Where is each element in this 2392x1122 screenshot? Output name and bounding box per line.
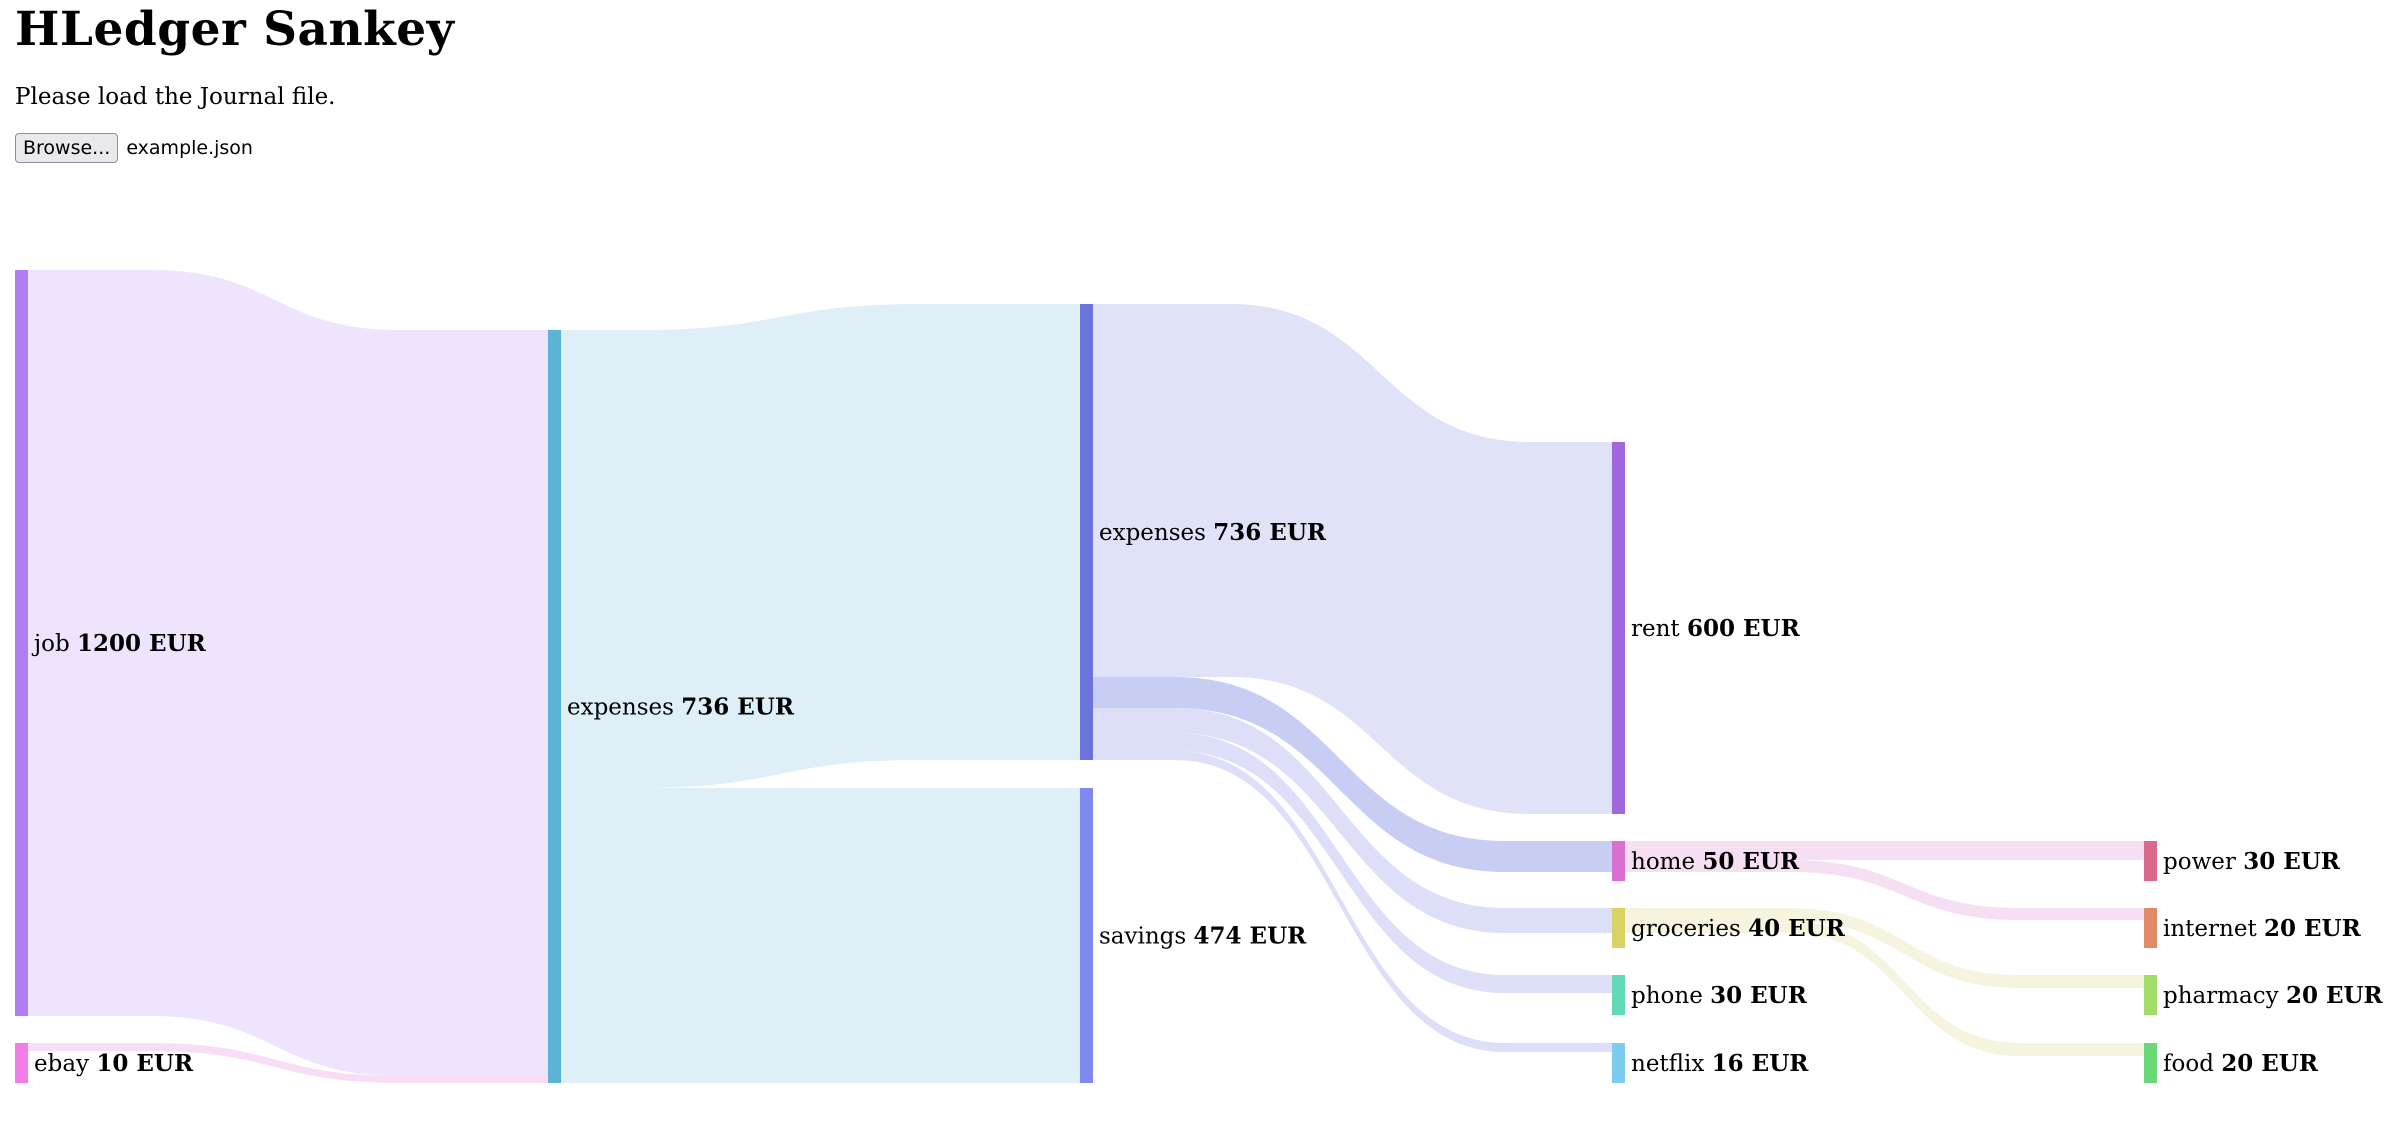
browse-button[interactable]: Browse... <box>15 133 119 163</box>
sankey-node-label-groceries: groceries 40 EUR <box>1631 915 1846 942</box>
sankey-node-savings <box>1080 788 1093 1083</box>
sankey-link-home-internet <box>1625 860 2144 920</box>
node-value: 10 EUR <box>96 1050 194 1077</box>
sankey-node-label-savings: savings 474 EUR <box>1099 923 1307 950</box>
node-value: 50 EUR <box>1702 848 1800 875</box>
node-value: 40 EUR <box>1748 915 1846 942</box>
sankey-node-phone <box>1612 975 1625 1015</box>
sankey-node-food <box>2144 1043 2157 1083</box>
node-name: rent <box>1631 616 1680 642</box>
sankey-node-label-netflix: netflix 16 EUR <box>1631 1050 1809 1077</box>
sankey-link-expenses2-home <box>1093 677 1612 872</box>
sankey-link-job-expenses1 <box>28 270 548 1076</box>
sankey-node-label-rent: rent 600 EUR <box>1631 615 1801 642</box>
sankey-node-label-job: job 1200 EUR <box>31 630 207 657</box>
node-value: 20 EUR <box>2221 1050 2319 1077</box>
node-name: pharmacy <box>2163 983 2279 1009</box>
sankey-node-label-expenses2: expenses 736 EUR <box>1099 519 1327 546</box>
sankey-node-label-ebay: ebay 10 EUR <box>34 1050 194 1077</box>
node-value: 1200 EUR <box>77 630 207 657</box>
sankey-node-expenses2 <box>1080 304 1093 760</box>
sankey-node-rent <box>1612 442 1625 814</box>
sankey-node-label-home: home 50 EUR <box>1631 848 1800 875</box>
node-name: phone <box>1631 983 1703 1009</box>
node-value: 16 EUR <box>1712 1050 1810 1077</box>
node-name: food <box>2163 1051 2214 1077</box>
node-value: 30 EUR <box>1710 982 1808 1009</box>
node-name: expenses <box>567 695 674 721</box>
sankey-link-expenses1-savings <box>561 788 1080 1083</box>
sankey-node-internet <box>2144 908 2157 948</box>
sankey-node-netflix <box>1612 1043 1625 1083</box>
node-name: job <box>31 631 70 657</box>
node-name: expenses <box>1099 520 1206 546</box>
sankey-node-label-pharmacy: pharmacy 20 EUR <box>2163 982 2384 1009</box>
node-value: 20 EUR <box>2264 915 2362 942</box>
sankey-link-expenses2-groceries <box>1093 708 1612 933</box>
sankey-node-ebay <box>15 1043 28 1083</box>
node-name: power <box>2163 849 2236 875</box>
sankey-node-label-food: food 20 EUR <box>2163 1050 2319 1077</box>
sankey-node-label-internet: internet 20 EUR <box>2163 915 2362 942</box>
sankey-node-label-power: power 30 EUR <box>2163 848 2341 875</box>
node-name: savings <box>1099 924 1186 950</box>
node-value: 474 EUR <box>1194 923 1308 950</box>
sankey-link-expenses2-rent <box>1093 304 1612 814</box>
sankey-node-power <box>2144 841 2157 881</box>
sankey-node-home <box>1612 841 1625 881</box>
sankey-link-home-power <box>1625 841 2144 860</box>
node-value: 736 EUR <box>681 694 795 721</box>
sankey-node-label-phone: phone 30 EUR <box>1631 982 1808 1009</box>
node-name: ebay <box>34 1051 89 1077</box>
node-name: internet <box>2163 916 2257 942</box>
node-value: 736 EUR <box>1213 519 1327 546</box>
file-picker: Browse... example.json <box>15 133 253 163</box>
sankey-node-label-expenses1: expenses 736 EUR <box>567 694 795 721</box>
sankey-node-groceries <box>1612 908 1625 948</box>
sankey-nodes <box>15 270 2157 1083</box>
sankey-links <box>28 270 2144 1083</box>
sankey-node-job <box>15 270 28 1016</box>
page-title: HLedger Sankey <box>15 2 455 57</box>
selected-file-name: example.json <box>126 137 253 159</box>
sankey-link-ebay-expenses1 <box>28 1043 548 1083</box>
node-name: groceries <box>1631 916 1741 942</box>
sankey-link-groceries-pharmacy <box>1625 908 2144 988</box>
load-prompt: Please load the Journal file. <box>15 84 336 110</box>
sankey-node-expenses1 <box>548 330 561 1083</box>
node-value: 30 EUR <box>2243 848 2341 875</box>
sankey-node-pharmacy <box>2144 975 2157 1015</box>
node-value: 20 EUR <box>2286 982 2384 1009</box>
node-name: home <box>1631 849 1695 875</box>
sankey-link-expenses1-expenses2 <box>561 304 1080 788</box>
node-value: 600 EUR <box>1687 615 1801 642</box>
node-name: netflix <box>1631 1051 1704 1077</box>
